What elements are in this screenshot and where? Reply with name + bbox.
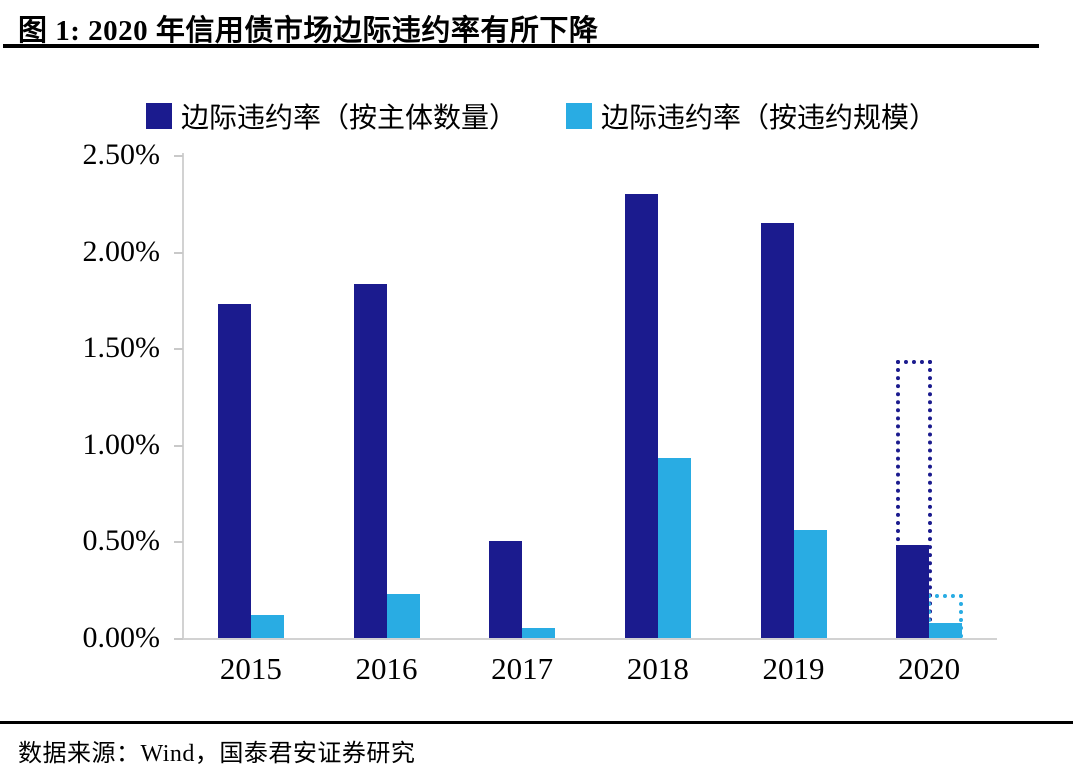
y-axis-tick — [174, 155, 183, 157]
legend-item-entity-count: 边际违约率（按主体数量） — [146, 96, 517, 136]
bar-s1-2016 — [386, 593, 420, 638]
bar-s0-2015 — [217, 303, 251, 638]
figure-title: 图 1: 2020 年信用债市场边际违约率有所下降 — [18, 15, 599, 47]
footer-divider — [0, 721, 1073, 724]
legend-swatch-navy — [146, 103, 172, 129]
legend-label-default-scale: 边际违约率（按违约规模） — [601, 103, 938, 134]
bar-s0-2020-dotted — [896, 359, 933, 638]
bar-s0-2020 — [896, 545, 930, 638]
data-source: 数据来源：Wind，国泰君安证券研究 — [18, 741, 416, 767]
bar-s0-2016 — [353, 284, 387, 638]
y-axis-label: 0.00% — [82, 621, 161, 654]
bar-s0-2017 — [489, 541, 523, 638]
x-axis-label-2019: 2019 — [762, 651, 825, 686]
bar-s1-2015 — [250, 614, 284, 638]
x-axis-label-2018: 2018 — [626, 651, 689, 686]
y-axis-label: 2.50% — [82, 138, 161, 171]
title-divider — [3, 44, 1039, 48]
y-axis-label: 0.50% — [82, 524, 161, 558]
x-axis-line — [174, 638, 997, 640]
y-axis-label: 1.00% — [82, 427, 161, 461]
x-axis-label-2017: 2017 — [491, 651, 554, 686]
y-axis-tick — [174, 444, 183, 447]
y-axis-tick — [174, 251, 183, 254]
bar-s1-2019 — [793, 529, 827, 638]
legend-label-entity-count: 边际违约率（按主体数量） — [181, 103, 518, 134]
y-axis-tick — [174, 348, 183, 351]
bar-s1-2020-dotted — [927, 593, 964, 638]
y-axis-label: 2.00% — [82, 234, 161, 268]
legend-item-default-scale: 边际违约率（按违约规模） — [566, 96, 937, 136]
bar-s0-2018 — [624, 193, 658, 638]
y-axis-tick — [174, 638, 183, 640]
x-axis-label-2016: 2016 — [355, 651, 418, 686]
x-axis-label-2020: 2020 — [898, 651, 961, 686]
legend-swatch-cyan — [566, 103, 592, 129]
bar-s1-2020 — [929, 622, 963, 638]
bar-s1-2018 — [657, 458, 691, 638]
y-axis-tick — [174, 541, 183, 544]
y-axis-line — [182, 153, 184, 640]
bar-s1-2017 — [522, 628, 556, 638]
y-axis-label: 1.50% — [82, 331, 161, 365]
bar-s0-2019 — [760, 222, 794, 638]
x-axis-label-2015: 2015 — [219, 651, 282, 686]
